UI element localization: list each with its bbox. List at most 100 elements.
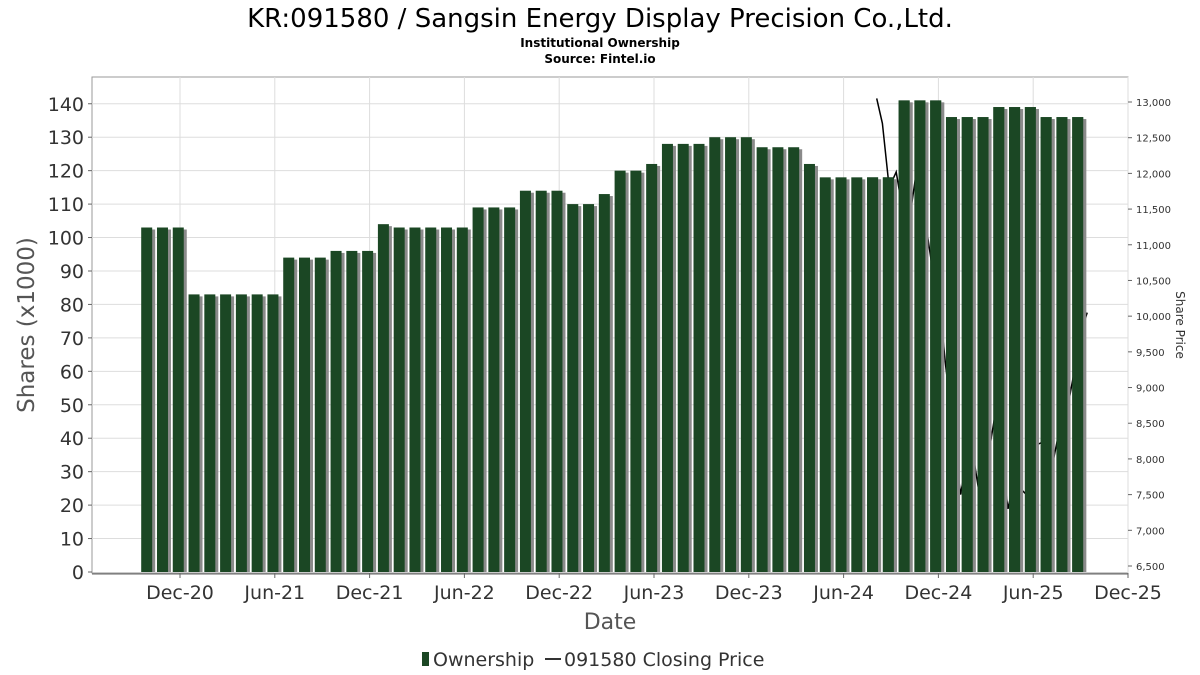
left-tick-label: 0	[72, 562, 84, 584]
bar	[614, 170, 626, 572]
bar	[740, 137, 752, 572]
left-tick-label: 60	[60, 361, 84, 383]
right-tick-label: 6,500	[1136, 562, 1165, 573]
bar-occluders	[867, 100, 1087, 573]
chart-subtitle: Institutional Ownership	[520, 36, 680, 50]
bar-front	[1009, 107, 1021, 572]
bar	[693, 143, 705, 572]
bar	[598, 194, 610, 573]
bar	[803, 163, 815, 572]
bar	[220, 294, 232, 572]
right-tick-label: 12,000	[1136, 169, 1171, 180]
right-axis: 6,500 7,000 7,500 8,000 8,500 9,000 9,500 10,00…	[1128, 98, 1171, 573]
left-tick-label: 40	[60, 428, 84, 450]
right-tick-label: 8,000	[1136, 455, 1165, 466]
bar-front	[914, 100, 926, 572]
legend-ownership-label: Ownership	[433, 649, 534, 671]
bar	[314, 257, 326, 572]
bar-front	[1072, 117, 1084, 572]
right-tick-label: 7,000	[1136, 526, 1165, 537]
bar	[472, 207, 484, 572]
left-tick-label: 120	[48, 161, 84, 183]
bar	[204, 294, 216, 572]
bar	[267, 294, 279, 572]
bar	[172, 227, 184, 572]
x-tick-label: Dec-21	[336, 582, 404, 604]
bar	[346, 250, 358, 572]
x-tick-label: Dec-22	[525, 582, 593, 604]
left-tick-label: 100	[48, 228, 84, 250]
bar	[772, 147, 784, 572]
bar	[646, 163, 658, 572]
bar	[851, 177, 863, 573]
bar	[819, 177, 831, 573]
bar	[709, 137, 721, 572]
right-tick-label: 9,000	[1136, 384, 1165, 395]
legend-ownership-swatch	[422, 652, 429, 666]
bar	[251, 294, 263, 572]
left-tick-label: 80	[60, 294, 84, 316]
bar	[725, 137, 737, 572]
right-tick-label: 10,500	[1136, 276, 1171, 287]
x-axis: Dec-20 Jun-21 Dec-21 Jun-22 Dec-22 Jun-23 Dec-…	[92, 573, 1162, 604]
x-axis-label: Date	[584, 610, 637, 635]
bar	[188, 294, 200, 572]
bar	[283, 257, 295, 572]
left-tick-label: 70	[60, 328, 84, 350]
bar	[362, 250, 374, 572]
left-tick-label: 110	[48, 194, 84, 216]
bar	[504, 207, 516, 572]
legend: Ownership 091580 Closing Price	[422, 649, 764, 671]
bar	[141, 227, 153, 572]
bar-front	[882, 177, 894, 573]
right-tick-label: 12,500	[1136, 134, 1171, 145]
bar	[330, 250, 342, 572]
x-tick-label: Dec-23	[715, 582, 783, 604]
bar	[677, 143, 689, 572]
bar-front	[977, 117, 989, 572]
y2-axis-label: Share Price	[1173, 291, 1187, 359]
bar-front	[1040, 117, 1052, 572]
bar	[425, 227, 437, 572]
bar	[299, 257, 310, 572]
y-axis-label: Shares (x1000)	[14, 237, 40, 413]
left-tick-label: 50	[60, 395, 84, 417]
bar	[661, 143, 673, 572]
x-tick-label: Jun-21	[243, 582, 305, 604]
x-tick-label: Dec-25	[1094, 582, 1162, 604]
left-tick-label: 20	[60, 495, 84, 517]
price-line-group	[867, 98, 1088, 573]
bar	[551, 190, 563, 572]
bar	[583, 204, 595, 572]
right-tick-label: 9,500	[1136, 348, 1165, 359]
right-tick-label: 11,500	[1136, 205, 1171, 216]
x-tick-label: Jun-25	[1002, 582, 1064, 604]
bar-front	[1056, 117, 1068, 572]
bar-front	[961, 117, 973, 572]
bar	[235, 294, 247, 572]
bar	[441, 227, 453, 572]
right-tick-label: 11,000	[1136, 241, 1171, 252]
left-tick-label: 10	[60, 529, 84, 551]
left-tick-label: 30	[60, 462, 84, 484]
bar	[788, 147, 800, 572]
bar	[630, 170, 642, 572]
right-tick-label: 10,000	[1136, 312, 1171, 323]
chart-title: KR:091580 / Sangsin Energy Display Preci…	[247, 4, 953, 34]
bar-front	[945, 117, 957, 572]
bar	[535, 190, 547, 572]
bar-front	[898, 100, 910, 572]
bar	[156, 227, 168, 572]
bar	[835, 177, 847, 573]
chart-source: Source: Fintel.io	[544, 52, 655, 66]
left-axis: 0 10 20 30 40 50 60 70 80 90 100 110 120 130 140	[48, 94, 92, 584]
bar-front	[930, 100, 942, 572]
bar	[488, 207, 500, 572]
bar	[756, 147, 768, 572]
x-tick-label: Dec-20	[146, 582, 214, 604]
bar-front	[867, 177, 879, 573]
bar-front	[993, 107, 1005, 572]
right-tick-label: 7,500	[1136, 491, 1165, 502]
left-tick-label: 140	[48, 94, 84, 116]
